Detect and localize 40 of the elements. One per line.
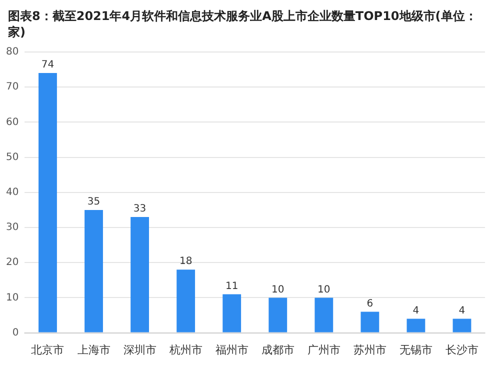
data-label: 35 [87, 196, 100, 208]
data-label: 74 [41, 60, 54, 71]
y-tick-label: 80 [6, 46, 19, 58]
y-tick-label: 60 [6, 116, 19, 128]
x-tick-label: 深圳市 [123, 343, 156, 356]
x-tick-label: 福州市 [215, 343, 248, 356]
data-label: 33 [133, 204, 146, 215]
data-label: 11 [225, 280, 238, 292]
y-tick-label: 0 [12, 327, 19, 338]
bar [360, 312, 380, 332]
x-tick-label: 广州市 [307, 343, 340, 356]
x-tick-label: 长沙市 [445, 343, 478, 356]
data-label: 18 [179, 256, 192, 268]
y-tick-label: 10 [6, 292, 19, 304]
x-tick-label: 杭州市 [168, 343, 202, 356]
bar [84, 210, 103, 332]
bar [130, 216, 149, 332]
x-tick-label: 苏州市 [353, 343, 386, 356]
x-tick-label: 北京市 [31, 343, 64, 356]
y-tick-label: 20 [6, 257, 19, 268]
x-tick-label: 上海市 [77, 343, 110, 356]
data-label: 4 [412, 305, 420, 316]
y-tick-label: 40 [6, 186, 19, 198]
y-tick-label: 30 [6, 222, 19, 234]
chart-title: 图表8：截至2021年4月软件和信息技术服务业A股上市企业数量TOP10地级市(单位：家) [7, 8, 478, 40]
bar [406, 318, 426, 332]
y-tick-label: 70 [6, 82, 19, 93]
x-tick-label: 无锡市 [399, 343, 432, 356]
bar [222, 294, 242, 332]
data-label: 4 [458, 305, 466, 316]
bar [314, 298, 334, 332]
y-tick-label: 50 [6, 152, 19, 163]
bar [268, 298, 288, 332]
x-tick-label: 成都市 [261, 343, 294, 356]
data-label: 10 [272, 284, 284, 296]
data-label: 6 [366, 298, 374, 310]
bar [176, 270, 196, 332]
bar [452, 318, 472, 332]
bar [38, 73, 57, 332]
data-label: 10 [318, 284, 330, 296]
